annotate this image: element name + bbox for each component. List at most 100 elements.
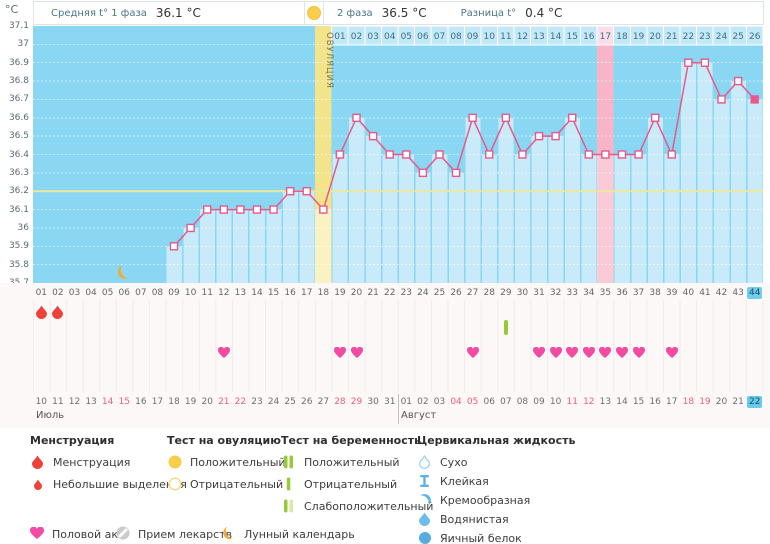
cycle-day-number[interactable]: 03 [68,288,81,298]
date-cell[interactable]: 17 [151,397,164,407]
temp-marker[interactable] [684,58,693,67]
cycle-day-number[interactable]: 14 [251,288,263,298]
cycle-day-number[interactable]: 02 [52,288,64,298]
cycle-day-number[interactable]: 04 [85,288,97,298]
date-cell[interactable]: 22 [746,396,763,408]
cycle-day-number[interactable]: 35 [599,288,612,298]
temp-marker[interactable] [402,150,411,159]
temp-marker[interactable] [551,131,560,141]
cycle-day-number[interactable]: 27 [466,288,479,298]
temp-marker[interactable] [518,150,527,159]
cycle-day-number[interactable]: 37 [632,288,645,298]
cycle-day-number[interactable]: 10 [184,288,197,298]
date-cell[interactable]: 05 [466,397,479,407]
date-cell[interactable]: 10 [549,397,562,407]
date-cell[interactable]: 22 [234,397,247,407]
cycle-day-number[interactable]: 44 [746,287,763,299]
cycle-day-number[interactable]: 08 [151,288,164,298]
cycle-day-number[interactable]: 25 [433,288,446,298]
date-cell[interactable]: 06 [483,397,495,407]
cycle-day-number[interactable]: 21 [367,288,379,298]
date-cell[interactable]: 25 [284,397,296,407]
date-cell[interactable]: 04 [450,397,462,407]
cycle-day-number[interactable]: 40 [682,288,695,298]
temp-marker[interactable] [435,150,444,159]
pregnancy-test-negative-icon[interactable] [503,320,508,339]
temp-marker[interactable] [617,150,627,159]
temp-marker[interactable] [650,113,660,122]
intercourse-icon[interactable] [350,343,363,362]
cycle-day-number[interactable]: 06 [118,288,130,298]
menstruation-icon[interactable] [52,304,64,323]
intercourse-icon[interactable] [466,343,479,362]
date-cell[interactable]: 27 [317,397,330,407]
date-cell[interactable]: 29 [350,397,363,407]
temp-marker[interactable] [584,150,593,159]
cycle-day-number[interactable]: 17 [301,288,313,298]
temp-marker[interactable] [285,187,295,196]
temp-marker[interactable] [269,205,278,214]
date-cell[interactable]: 21 [218,397,230,407]
date-cell[interactable]: 23 [251,397,263,407]
temp-marker[interactable] [202,205,212,214]
date-cell[interactable]: 28 [334,397,346,407]
cycle-day-number[interactable]: 34 [583,288,595,298]
cycle-day-number[interactable]: 43 [732,288,744,298]
menstruation-icon[interactable] [35,304,47,323]
date-cell[interactable]: 24 [267,397,280,407]
cycle-day-number[interactable]: 15 [267,288,280,298]
cycle-day-number[interactable]: 38 [649,288,661,298]
date-cell[interactable]: 14 [101,397,114,407]
cycle-day-number[interactable]: 07 [135,288,147,298]
cycle-day-number[interactable]: 22 [383,288,396,298]
intercourse-icon[interactable] [217,343,230,362]
date-cell[interactable]: 18 [682,397,695,407]
cycle-day-number[interactable]: 18 [317,288,330,298]
cycle-day-number[interactable]: 41 [699,288,711,298]
date-cell[interactable]: 20 [715,397,728,407]
date-cell[interactable]: 18 [168,397,180,407]
date-cell[interactable]: 03 [433,397,446,407]
cycle-day-number[interactable]: 20 [350,288,363,298]
date-cell[interactable]: 11 [52,397,64,407]
temp-marker[interactable] [302,187,311,196]
temp-marker[interactable] [418,168,428,178]
cycle-day-number[interactable]: 19 [334,288,346,298]
temp-marker[interactable] [319,205,328,214]
temp-marker[interactable] [485,150,494,159]
cycle-day-number[interactable]: 09 [168,288,180,298]
temp-marker[interactable] [368,131,378,141]
cycle-day-number[interactable]: 36 [616,288,628,298]
temp-marker[interactable] [236,205,245,214]
temp-marker[interactable] [568,113,577,122]
lunar-calendar-icon[interactable] [116,265,128,281]
date-cell[interactable]: 19 [699,397,711,407]
date-cell[interactable]: 30 [367,397,379,407]
temp-marker[interactable] [601,150,610,159]
intercourse-icon[interactable] [582,343,595,362]
date-cell[interactable]: 12 [583,397,595,407]
date-cell[interactable]: 15 [118,397,130,407]
date-cell[interactable]: 01 [400,397,413,407]
cycle-day-number[interactable]: 29 [500,288,512,298]
date-cell[interactable]: 26 [301,397,313,407]
date-cell[interactable]: 13 [599,397,612,407]
cycle-day-number[interactable]: 30 [516,288,529,298]
date-cell[interactable]: 15 [632,397,645,407]
date-cell[interactable]: 10 [35,397,48,407]
cycle-day-number[interactable]: 01 [35,288,48,298]
cycle-day-number[interactable]: 33 [566,288,578,298]
date-cell[interactable]: 12 [68,397,81,407]
temp-marker[interactable] [700,58,710,67]
intercourse-icon[interactable] [533,343,546,362]
temp-marker[interactable] [634,150,643,159]
temp-marker[interactable] [733,76,743,86]
temp-marker[interactable] [717,95,726,104]
date-cell[interactable]: 17 [666,397,678,407]
temp-marker[interactable] [352,113,361,122]
cycle-day-number[interactable]: 13 [234,288,247,298]
temp-marker[interactable] [468,113,477,122]
date-cell[interactable]: 16 [649,397,661,407]
temp-marker[interactable] [385,150,394,159]
cycle-day-number[interactable]: 16 [284,288,296,298]
